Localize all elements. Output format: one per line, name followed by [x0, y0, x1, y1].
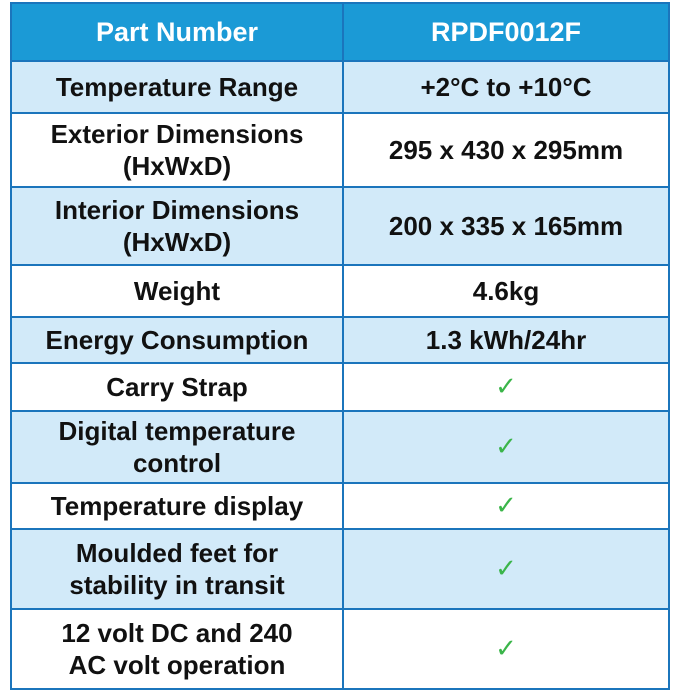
spec-value: +2°C to +10°C [342, 60, 670, 114]
spec-label: Carry Strap [10, 362, 344, 412]
spec-table-container: Part Number RPDF0012F Temperature Range +2°… [10, 2, 670, 690]
label-line: Interior Dimensions [54, 195, 300, 225]
header-row: Part Number RPDF0012F [10, 2, 670, 62]
label-line: Digital temperature [58, 416, 296, 446]
spec-value: 1.3 kWh/24hr [342, 316, 670, 364]
spec-label: Digital temperature control [10, 410, 344, 484]
label-line: Exterior Dimensions [50, 119, 304, 149]
spec-value: ✓ [342, 410, 670, 484]
label-line: (HxWxD) [122, 151, 232, 181]
spec-value: ✓ [342, 482, 670, 530]
spec-label: Temperature display [10, 482, 344, 530]
label-line: stability in transit [69, 570, 285, 600]
spec-value: 4.6kg [342, 264, 670, 318]
spec-label: Moulded feet for stability in transit [10, 528, 344, 610]
spec-row: Temperature display ✓ [10, 482, 670, 530]
label-line: 12 volt DC and 240 [61, 618, 293, 648]
spec-table: Part Number RPDF0012F Temperature Range +2°… [10, 2, 670, 690]
label-line: AC volt operation [68, 650, 286, 680]
label-line: Temperature display [50, 491, 304, 521]
spec-label: Exterior Dimensions (HxWxD) [10, 112, 344, 188]
spec-row: Energy Consumption 1.3 kWh/24hr [10, 316, 670, 364]
label-line: (HxWxD) [122, 227, 232, 257]
label-line: Energy Consumption [45, 325, 309, 355]
spec-value: ✓ [342, 608, 670, 690]
spec-value: 295 x 430 x 295mm [342, 112, 670, 188]
label-line: Moulded feet for [75, 538, 279, 568]
label-line: Temperature Range [55, 72, 299, 102]
spec-row: 12 volt DC and 240 AC volt operation ✓ [10, 608, 670, 690]
spec-row: Interior Dimensions (HxWxD) 200 x 335 x 16… [10, 186, 670, 266]
spec-label: Interior Dimensions (HxWxD) [10, 186, 344, 266]
spec-row: Temperature Range +2°C to +10°C [10, 60, 670, 114]
spec-label: Temperature Range [10, 60, 344, 114]
spec-row: Moulded feet for stability in transit ✓ [10, 528, 670, 610]
spec-value: ✓ [342, 528, 670, 610]
spec-value: 200 x 335 x 165mm [342, 186, 670, 266]
spec-row: Exterior Dimensions (HxWxD) 295 x 430 x 29… [10, 112, 670, 188]
spec-label: 12 volt DC and 240 AC volt operation [10, 608, 344, 690]
spec-row: Weight 4.6kg [10, 264, 670, 318]
spec-value: ✓ [342, 362, 670, 412]
spec-label: Weight [10, 264, 344, 318]
label-line: control [132, 448, 222, 478]
label-line: Weight [133, 276, 221, 306]
header-cell: Part Number [10, 2, 344, 62]
spec-row: Digital temperature control ✓ [10, 410, 670, 484]
header-cell: RPDF0012F [342, 2, 670, 62]
label-line: Carry Strap [106, 372, 248, 402]
spec-row: Carry Strap ✓ [10, 362, 670, 412]
spec-label: Energy Consumption [10, 316, 344, 364]
